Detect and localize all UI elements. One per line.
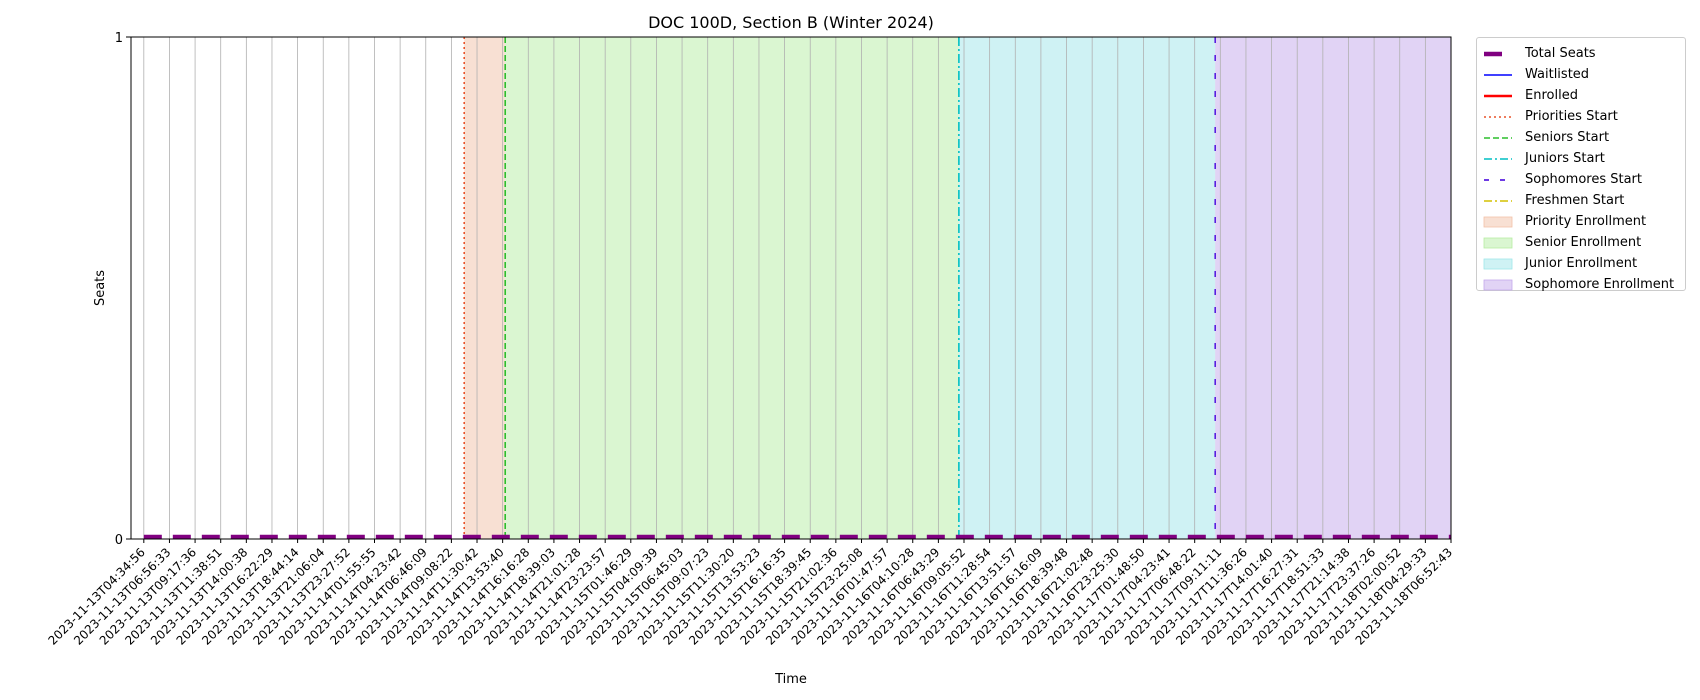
legend-swatch-icon xyxy=(1483,89,1513,103)
legend-item: Priorities Start xyxy=(1483,106,1685,127)
legend-swatch-icon xyxy=(1483,236,1513,250)
grid-lines xyxy=(143,37,1452,539)
legend-label: Sophomore Enrollment xyxy=(1525,277,1675,292)
legend-swatch-icon xyxy=(1483,152,1513,166)
phase-start-markers xyxy=(463,37,1216,539)
region-sophomore-enrollment xyxy=(1215,37,1451,539)
y-axis: 01 xyxy=(115,31,131,548)
legend-swatch-icon xyxy=(1483,131,1513,145)
legend-label: Total Seats xyxy=(1525,46,1596,61)
legend-label: Waitlisted xyxy=(1525,67,1590,82)
legend-swatch-icon xyxy=(1483,278,1513,292)
legend-label: Priorities Start xyxy=(1525,109,1618,124)
legend-label: Junior Enrollment xyxy=(1525,256,1638,271)
legend-item: Waitlisted xyxy=(1483,64,1685,85)
legend-patch xyxy=(1483,237,1513,248)
legend-label: Enrolled xyxy=(1525,88,1578,103)
chart-title: DOC 100D, Section B (Winter 2024) xyxy=(648,13,934,32)
legend-patch xyxy=(1483,258,1513,269)
legend-label: Juniors Start xyxy=(1525,151,1605,166)
legend-label: Priority Enrollment xyxy=(1525,214,1647,229)
legend-label: Senior Enrollment xyxy=(1525,235,1642,250)
legend-label: Freshmen Start xyxy=(1525,193,1625,208)
plot-frame xyxy=(130,36,1452,540)
region-senior-enrollment xyxy=(505,37,959,539)
legend-item: Senior Enrollment xyxy=(1483,232,1685,253)
legend-item: Sophomore Enrollment xyxy=(1483,274,1685,295)
region-priority-enrollment xyxy=(464,37,506,539)
legend-item: Junior Enrollment xyxy=(1483,253,1685,274)
legend-swatch-icon xyxy=(1483,194,1513,208)
y-tick-label: 1 xyxy=(115,31,123,46)
y-tick-label: 0 xyxy=(115,533,123,548)
legend-label: Seniors Start xyxy=(1525,130,1610,145)
enrollment-regions xyxy=(464,37,1451,539)
legend-label: Sophomores Start xyxy=(1525,172,1642,187)
x-axis-label: Time xyxy=(774,672,807,687)
legend-swatch-icon xyxy=(1483,257,1513,271)
legend-item: Enrolled xyxy=(1483,85,1685,106)
legend-item: Priority Enrollment xyxy=(1483,211,1685,232)
legend-swatch-icon xyxy=(1483,47,1513,61)
y-axis-label: Seats xyxy=(93,270,108,306)
legend-item: Seniors Start xyxy=(1483,127,1685,148)
legend-item: Freshmen Start xyxy=(1483,190,1685,211)
legend-swatch-icon xyxy=(1483,110,1513,124)
legend-patch xyxy=(1483,279,1513,290)
legend: Total Seats Waitlisted Enrolled Priorities … xyxy=(1476,37,1686,292)
legend-item: Juniors Start xyxy=(1483,148,1685,169)
legend-swatch-icon xyxy=(1483,173,1513,187)
region-junior-enrollment xyxy=(958,37,1216,539)
x-axis: 2023-11-13T04:34:562023-11-13T06:56:3320… xyxy=(45,539,1455,648)
legend-swatch-icon xyxy=(1483,215,1513,229)
legend-item: Total Seats xyxy=(1483,43,1685,64)
legend-patch xyxy=(1483,216,1513,227)
legend-item: Sophomores Start xyxy=(1483,169,1685,190)
legend-swatch-icon xyxy=(1483,68,1513,82)
